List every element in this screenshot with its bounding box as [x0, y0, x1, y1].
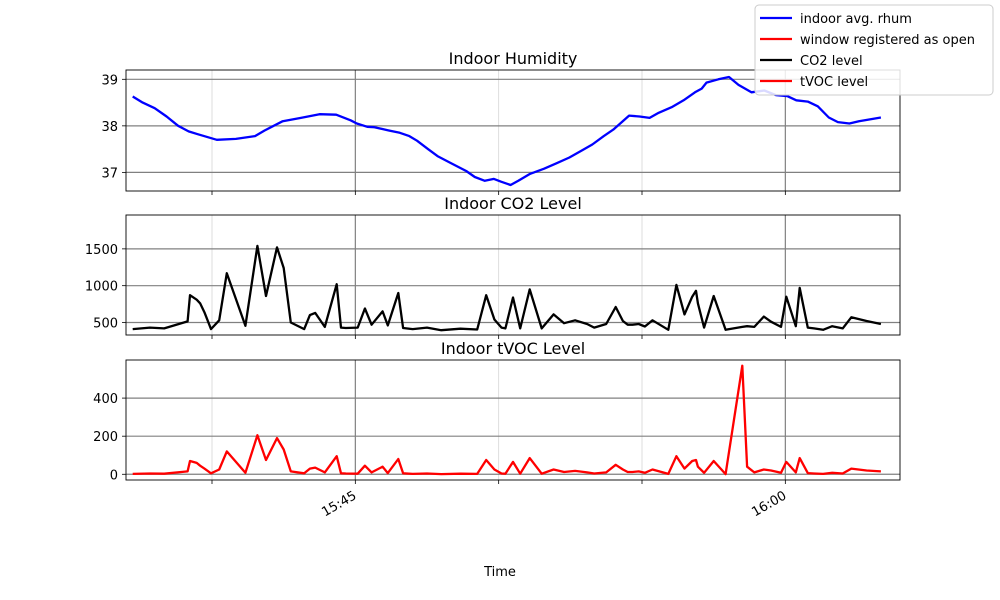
- chart-title: Indoor tVOC Level: [441, 339, 585, 358]
- y-tick-label: 38: [101, 120, 118, 135]
- y-tick-label: 500: [93, 316, 118, 331]
- panel-3: 0 200 400 Indoor tVOC Level 15:45 16:00: [93, 339, 901, 520]
- axes-frame: [125, 214, 901, 336]
- y-tick-label: 1500: [85, 243, 118, 258]
- x-tick-label: 15:45: [319, 488, 359, 520]
- legend-label: indoor avg. rhum: [800, 12, 912, 27]
- legend-label: CO2 level: [800, 54, 863, 69]
- panel-2: 500 1000 1500 Indoor CO2 Level: [85, 194, 901, 339]
- y-tick-label: 1000: [85, 280, 118, 295]
- y-tick-label: 400: [93, 392, 118, 407]
- y-tick-label: 37: [101, 166, 118, 181]
- chart-title: Indoor CO2 Level: [444, 194, 582, 213]
- axes-frame: [125, 69, 901, 192]
- series-line: [132, 75, 882, 187]
- plot-area: [126, 215, 900, 335]
- y-tick-label: 0: [110, 468, 118, 483]
- y-tick-label: 200: [93, 430, 118, 445]
- chart-title: Indoor Humidity: [449, 49, 578, 68]
- series-line: [132, 244, 882, 332]
- legend-frame: [754, 4, 994, 96]
- legend-label: tVOC level: [800, 75, 868, 90]
- plot-area: [126, 360, 900, 480]
- x-tick-label: 16:00: [749, 488, 789, 520]
- legend: indoor avg. rhum window registered as ope…: [754, 4, 994, 96]
- legend-label: window registered as open: [800, 33, 975, 48]
- x-axis-label: Time: [483, 565, 516, 580]
- y-tick-label: 39: [101, 73, 118, 88]
- axes-frame: [125, 359, 901, 481]
- series-line: [132, 364, 881, 476]
